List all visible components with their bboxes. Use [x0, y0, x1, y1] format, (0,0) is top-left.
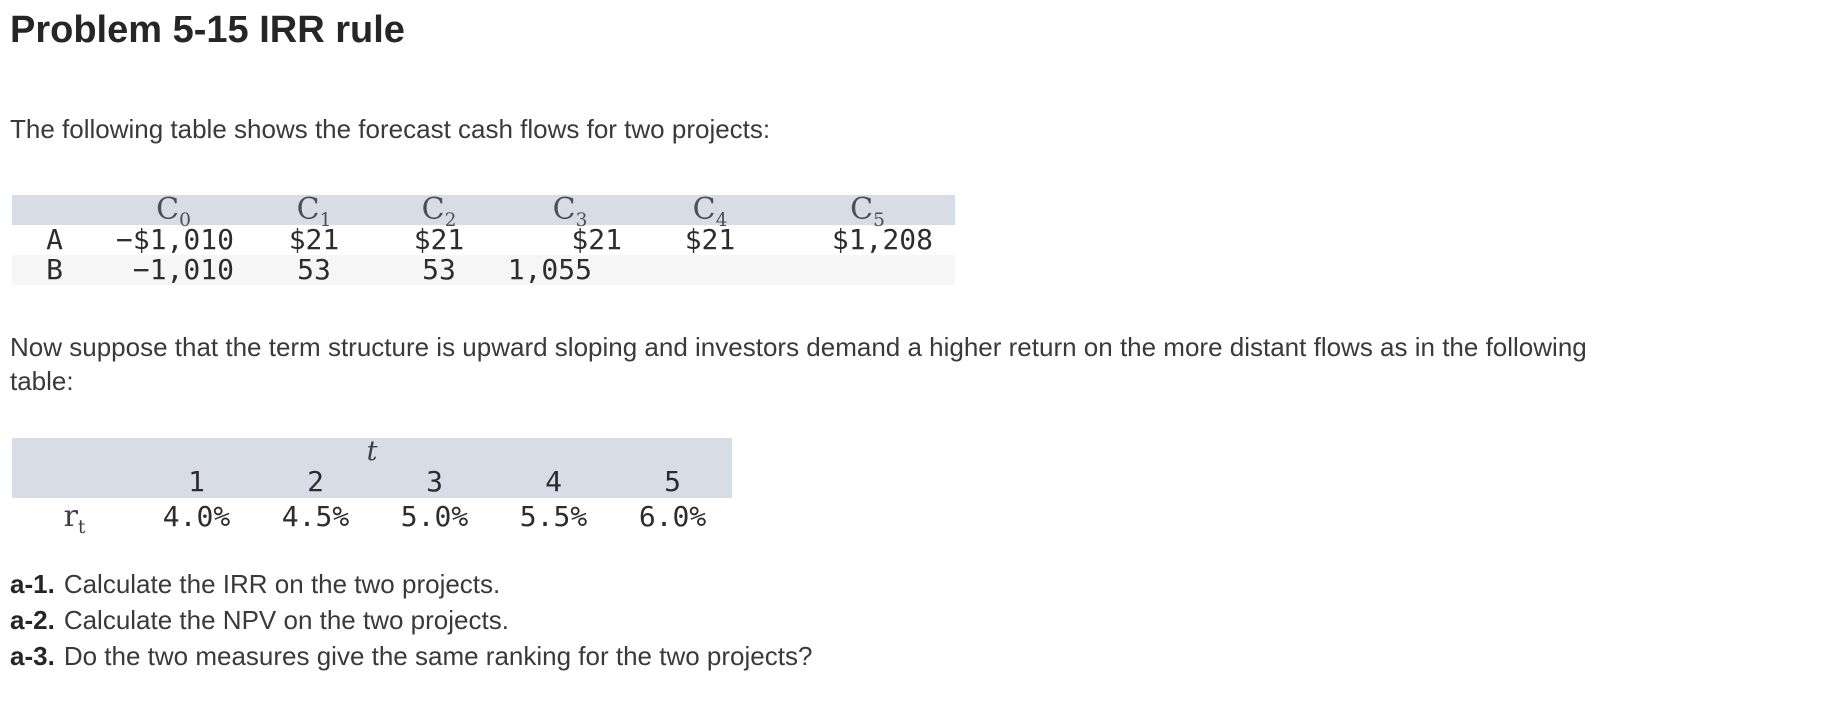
rate-5: 6.0% [613, 498, 733, 536]
period-4: 4 [494, 466, 613, 498]
rate-1: 4.0% [137, 498, 256, 536]
question-list: a-1. Calculate the IRR on the two project… [10, 566, 812, 674]
rate-row-label: rt [12, 498, 137, 537]
period-5: 5 [613, 466, 733, 498]
rate-3: 5.0% [375, 498, 494, 536]
cashflow-header-blank [12, 195, 97, 225]
page-title: Problem 5-15 IRR rule [10, 9, 405, 51]
question-text: Do the two measures give the same rankin… [63, 641, 813, 671]
period-blank [12, 466, 137, 498]
column-header-c0: C0 [97, 195, 250, 230]
question-label: a-1. [10, 569, 55, 599]
column-header-c3: C3 [500, 195, 640, 230]
question-label: a-2. [10, 605, 55, 635]
cell-a-c5: $1,208 [831, 223, 933, 256]
table-row-project-b: B −1,010 53 53 1,055 [12, 255, 955, 285]
term-period-row: 1 2 3 4 5 [12, 466, 733, 498]
t-group-header: t [12, 438, 733, 466]
column-header-c1: C1 [250, 195, 378, 230]
cell-a-c0: −$1,010 [115, 223, 234, 256]
question-a3: a-3. Do the two measures give the same ra… [10, 638, 812, 674]
cell-b-c5 [780, 255, 955, 285]
column-header-c4: C4 [640, 195, 780, 230]
column-header-c5: C5 [780, 195, 955, 230]
row-label: A [46, 223, 63, 256]
cell-a-c1: $21 [288, 223, 340, 256]
cell-b-c1: 53 [250, 255, 378, 285]
period-3: 3 [375, 466, 494, 498]
term-structure-table: t 1 2 3 4 5 rt 4.0% 4.5% 5.0% 5.5% 6.0% [12, 438, 733, 537]
cell-b-c3: 1,055 [500, 255, 640, 285]
cell-b-c0: −1,010 [97, 255, 250, 285]
column-header-c2: C2 [378, 195, 500, 230]
table-row-project-a: A −$1,010 $21 $21 $21 $21 $1,208 [12, 225, 955, 255]
intro-paragraph: The following table shows the forecast c… [10, 114, 771, 144]
cell-a-c2: $21 [413, 223, 465, 256]
cell-b-c2: 53 [378, 255, 500, 285]
term-structure-paragraph: Now suppose that the term structure is u… [10, 332, 1587, 396]
cell-b-c4 [640, 255, 780, 285]
period-2: 2 [256, 466, 375, 498]
rate-2: 4.5% [256, 498, 375, 536]
term-group-header-row: t [12, 438, 733, 466]
rate-4: 5.5% [494, 498, 613, 536]
question-text: Calculate the IRR on the two projects. [63, 569, 501, 599]
question-a1: a-1. Calculate the IRR on the two project… [10, 566, 812, 602]
row-label: B [12, 255, 97, 285]
question-label: a-3. [10, 641, 55, 671]
question-text: Calculate the NPV on the two projects. [63, 605, 509, 635]
cashflow-table: C0 C1 C2 C3 C4 C5 A −$1,010 $21 $21 $21 … [12, 195, 955, 285]
term-rate-row: rt 4.0% 4.5% 5.0% 5.5% 6.0% [12, 498, 733, 537]
question-a2: a-2. Calculate the NPV on the two project… [10, 602, 812, 638]
cell-a-c3: $21 [571, 223, 622, 256]
cell-a-c4: $21 [684, 223, 736, 256]
cashflow-header-row: C0 C1 C2 C3 C4 C5 [12, 195, 955, 230]
period-1: 1 [137, 466, 256, 498]
